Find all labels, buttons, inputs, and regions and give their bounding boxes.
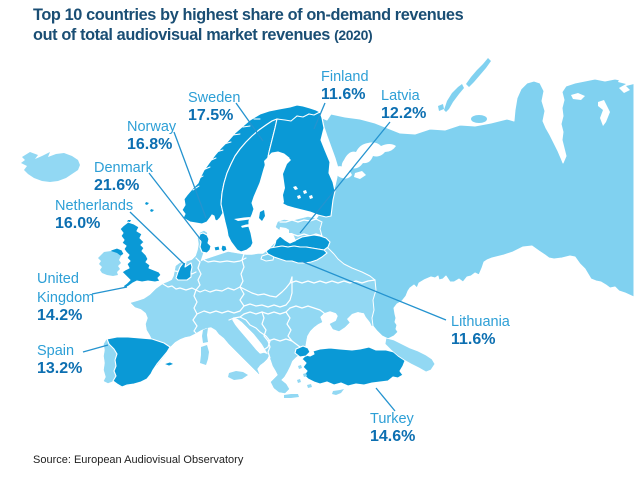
svg-text:United: United xyxy=(37,271,79,287)
svg-text:Finland: Finland xyxy=(321,69,369,85)
svg-text:Denmark: Denmark xyxy=(94,160,154,176)
svg-text:14.2%: 14.2% xyxy=(37,307,82,324)
svg-text:12.2%: 12.2% xyxy=(381,105,426,122)
svg-text:13.2%: 13.2% xyxy=(37,360,82,377)
svg-text:Sweden: Sweden xyxy=(188,90,240,106)
svg-text:Netherlands: Netherlands xyxy=(55,198,133,214)
svg-text:14.6%: 14.6% xyxy=(370,428,415,445)
svg-text:16.8%: 16.8% xyxy=(127,136,172,153)
svg-text:21.6%: 21.6% xyxy=(94,177,139,194)
svg-text:17.5%: 17.5% xyxy=(188,107,233,124)
svg-text:Turkey: Turkey xyxy=(370,411,415,427)
svg-text:Spain: Spain xyxy=(37,343,74,359)
svg-text:16.0%: 16.0% xyxy=(55,215,100,232)
svg-text:Latvia: Latvia xyxy=(381,88,421,104)
svg-text:11.6%: 11.6% xyxy=(451,331,495,348)
svg-text:11.6%: 11.6% xyxy=(321,86,365,103)
svg-text:Lithuania: Lithuania xyxy=(451,314,511,330)
svg-text:Norway: Norway xyxy=(127,119,177,135)
svg-text:Kingdom: Kingdom xyxy=(37,290,94,306)
